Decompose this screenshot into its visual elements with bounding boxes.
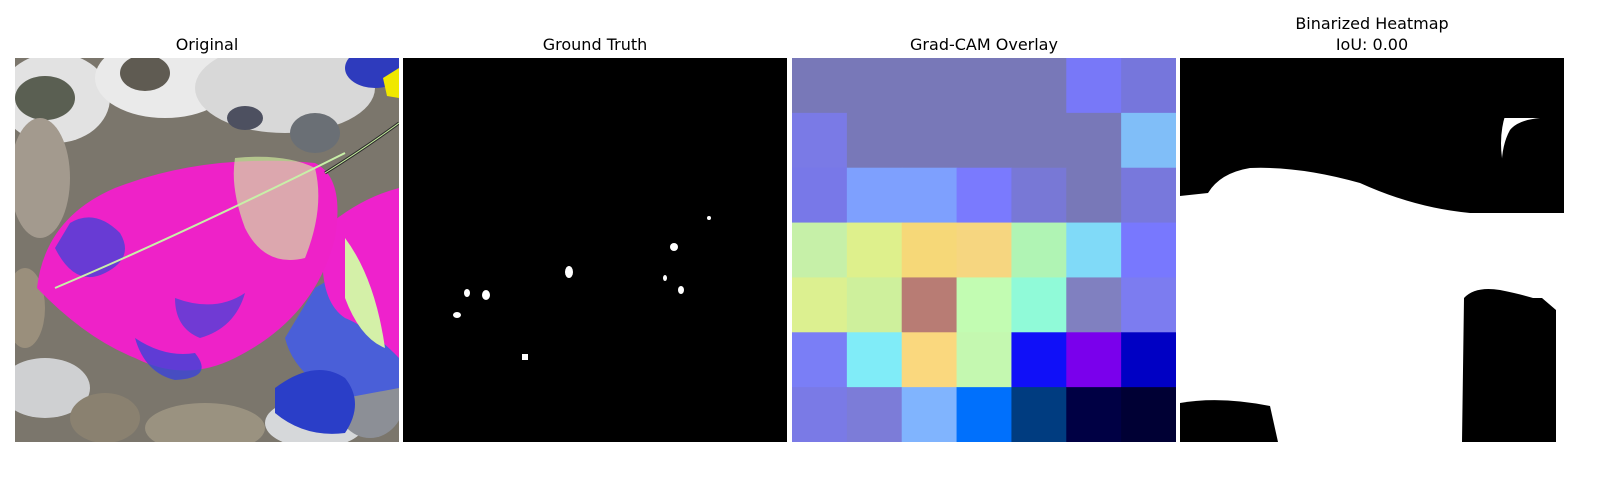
gradcam-cell	[901, 332, 958, 388]
gradcam-cell	[846, 387, 903, 442]
binarized-panel: Binarized Heatmap IoU: 0.00	[1180, 0, 1564, 442]
gradcam-cell	[846, 167, 903, 224]
gradcam-cell	[1121, 387, 1176, 442]
gradcam-cell	[1011, 387, 1067, 442]
gradcam-cell	[1121, 277, 1176, 333]
gradcam-cell	[1121, 112, 1176, 169]
gradcam-cell	[846, 277, 903, 333]
gradcam-cell	[1011, 222, 1067, 279]
original-panel: Original	[15, 0, 399, 442]
gradcam-cell	[792, 387, 848, 442]
gradcam-cell	[901, 387, 958, 442]
gradcam-cell	[1121, 58, 1176, 114]
iou-label: IoU: 0.00	[1335, 35, 1409, 54]
gradcam-panel: Grad-CAM Overlay	[792, 0, 1176, 442]
gradcam-cell	[1066, 58, 1122, 114]
gradcam-cell	[901, 222, 958, 279]
gradcam-cell	[846, 222, 903, 279]
gradcam-cell	[792, 332, 848, 388]
gradcam-cell	[792, 58, 848, 114]
gradcam-cell	[956, 387, 1013, 442]
gradcam-cell	[792, 112, 848, 169]
original-image	[15, 58, 399, 442]
gradcam-cell	[956, 112, 1013, 169]
gradcam-cell	[1121, 332, 1176, 388]
gradcam-cell	[956, 332, 1013, 388]
gradcam-cell	[956, 167, 1013, 224]
gradcam-cell	[792, 222, 848, 279]
gradcam-cell	[901, 112, 958, 169]
gradcam-cell	[901, 167, 958, 224]
gradcam-heatmap	[792, 58, 1176, 442]
gradcam-cell	[901, 58, 958, 114]
gradcam-cell	[1066, 277, 1122, 333]
gradcam-cell	[1011, 112, 1067, 169]
gradcam-cell	[1066, 222, 1122, 279]
gradcam-cell	[1011, 58, 1067, 114]
gradcam-cell	[792, 277, 848, 333]
gradcam-cell	[1011, 332, 1067, 388]
gradcam-cell	[846, 58, 903, 114]
binarized-title: Binarized Heatmap	[1295, 14, 1449, 33]
gradcam-cell	[1066, 112, 1122, 169]
gradcam-cell	[1066, 332, 1122, 388]
gradcam-cell	[956, 277, 1013, 333]
gradcam-cell	[956, 222, 1013, 279]
gradcam-cell	[956, 58, 1013, 114]
gradcam-cell	[846, 112, 903, 169]
gradcam-cell	[1121, 167, 1176, 224]
ground-truth-title: Ground Truth	[542, 35, 648, 54]
gradcam-cell	[1121, 222, 1176, 279]
binarized-mask	[1180, 58, 1564, 442]
gradcam-cell	[1011, 277, 1067, 333]
gradcam-cell	[846, 332, 903, 388]
original-title: Original	[175, 35, 239, 54]
gradcam-title: Grad-CAM Overlay	[910, 35, 1058, 54]
gradcam-cell	[901, 277, 958, 333]
gradcam-cell	[1066, 167, 1122, 224]
gradcam-cell	[792, 167, 848, 224]
ground-truth-panel: Ground Truth	[403, 0, 787, 442]
ground-truth-mask	[403, 58, 787, 442]
gradcam-cell	[1011, 167, 1067, 224]
gradcam-cell	[1066, 387, 1122, 442]
